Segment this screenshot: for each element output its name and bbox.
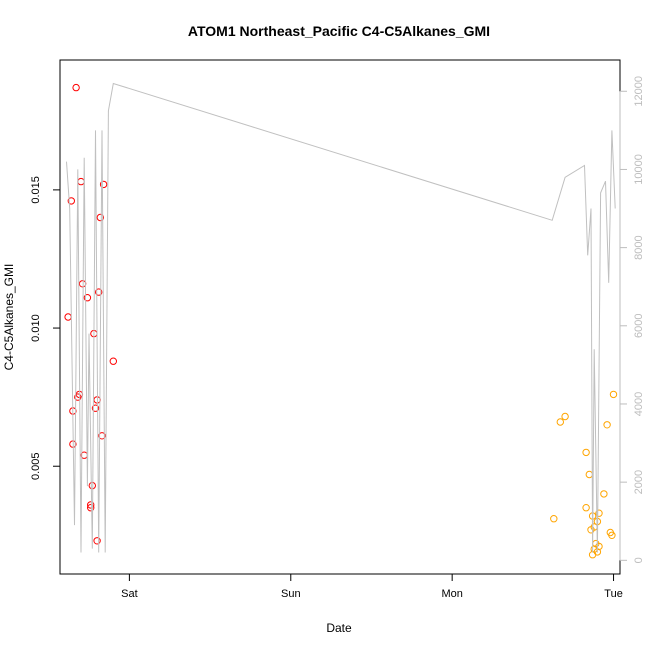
series-layer: [64, 82, 618, 559]
data-point: [556, 418, 564, 426]
y-tick-label: 0.010: [30, 314, 42, 342]
y-axis-label: C4-C5Alkanes_GMI: [2, 264, 16, 371]
data-point: [608, 531, 616, 539]
y2-tick-label: 4000: [633, 392, 645, 416]
data-point: [550, 515, 558, 523]
x-tick-label: Sat: [121, 588, 138, 600]
data-point: [87, 504, 95, 512]
data-point: [91, 404, 100, 412]
y2-tick-label: 0: [633, 557, 645, 563]
data-point: [95, 288, 103, 296]
data-point: [109, 357, 118, 365]
data-point: [72, 83, 80, 92]
data-point: [96, 213, 105, 222]
x-tick-label: Sun: [281, 588, 301, 600]
series-line-2: [66, 82, 616, 553]
x-tick-label: Mon: [441, 588, 462, 600]
x-tick-label: Tue: [604, 588, 623, 600]
data-point: [67, 197, 76, 205]
data-point: [595, 509, 603, 517]
x-axis-label: Date: [326, 621, 352, 635]
data-point: [609, 390, 618, 399]
chart-title: ATOM1 Northeast_Pacific C4-C5Alkanes_GMI: [188, 23, 490, 39]
data-point: [87, 501, 95, 509]
data-point: [582, 504, 590, 512]
y2-tick-label: 10000: [633, 154, 645, 185]
y-tick-label: 0.005: [30, 452, 42, 480]
data-point: [99, 180, 108, 189]
y2-tick-label: 6000: [633, 314, 645, 338]
data-point: [595, 542, 603, 551]
data-point: [582, 448, 590, 457]
data-point: [83, 294, 92, 302]
y2-tick-label: 8000: [633, 235, 645, 259]
y2-tick-label: 2000: [633, 470, 645, 494]
y2-tick-label: 12000: [633, 76, 645, 107]
data-point: [600, 490, 608, 498]
y-axis-left: 0.005 0.010 0.015: [30, 176, 61, 480]
y-axis-right: 0 2000 4000 6000 8000 10000 12000: [619, 76, 645, 563]
y-tick-label: 0.015: [30, 176, 42, 204]
x-axis: Sat Sun Mon Tue: [121, 573, 623, 600]
data-point: [561, 412, 569, 421]
data-point: [93, 537, 101, 545]
data-point: [98, 432, 106, 440]
data-point: [603, 421, 611, 429]
